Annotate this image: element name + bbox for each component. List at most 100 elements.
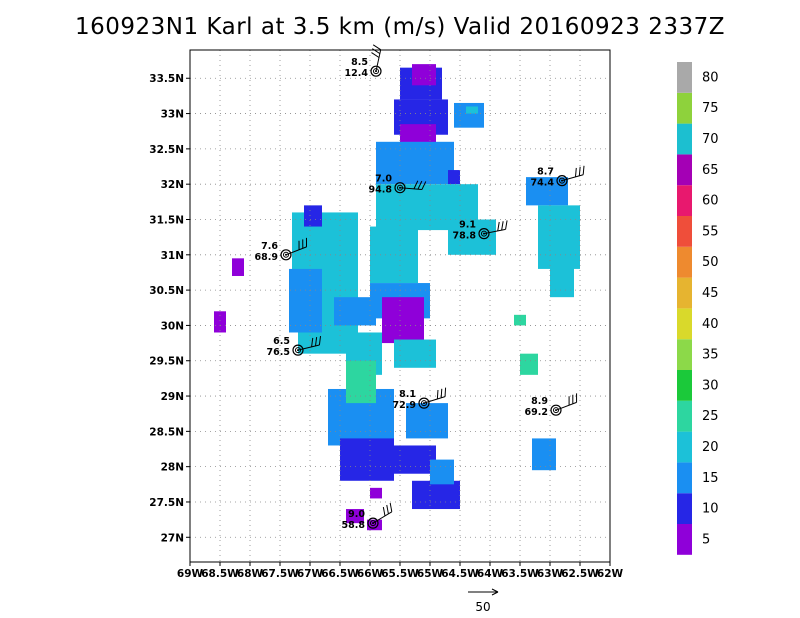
observation-dir-label: 74.4 bbox=[531, 178, 555, 189]
colorbar-label: 60 bbox=[702, 194, 719, 209]
y-tick-label: 32N bbox=[161, 179, 184, 191]
reference-arrow-head bbox=[491, 588, 499, 596]
x-tick-label: 69W bbox=[177, 568, 204, 580]
x-tick-label: 67W bbox=[297, 568, 324, 580]
colorbar: 5 10 15 20 25 30 35 40 45 50 55 60 65 70 75 80 bbox=[677, 62, 719, 555]
observation-dir-label: 78.8 bbox=[453, 231, 477, 242]
swath-patch bbox=[430, 459, 454, 485]
wind-barb-feather bbox=[574, 167, 577, 177]
observation-dir-label: 12.4 bbox=[345, 68, 369, 79]
observation-dir-label: 76.5 bbox=[267, 347, 290, 358]
swath-patch bbox=[289, 268, 322, 333]
swath-patch bbox=[340, 438, 394, 481]
station-ring-inner bbox=[295, 347, 301, 354]
colorbar-swatch bbox=[677, 62, 692, 93]
observation-dir-label: 58.8 bbox=[342, 520, 366, 531]
station-ring-inner bbox=[283, 251, 289, 258]
observation-marker: 7.094.8 bbox=[369, 174, 427, 196]
colorbar-label: 15 bbox=[702, 471, 719, 486]
swath-patch bbox=[232, 258, 244, 276]
wind-barb-feather bbox=[315, 336, 318, 346]
colorbar-label: 70 bbox=[702, 132, 719, 147]
colorbar-label: 50 bbox=[702, 255, 719, 270]
wind-barb-feather bbox=[436, 389, 439, 400]
observation-speed-label: 6.5 bbox=[273, 336, 290, 347]
station-ring bbox=[367, 517, 379, 529]
wind-barb-feather bbox=[497, 221, 500, 231]
colorbar-label: 30 bbox=[702, 378, 719, 393]
station-ring bbox=[370, 65, 382, 77]
observation-marker: 8.969.2 bbox=[525, 393, 578, 418]
colorbar-label: 25 bbox=[702, 409, 719, 424]
wind-barb-shaft bbox=[372, 511, 393, 524]
colorbar-label: 40 bbox=[702, 317, 719, 332]
wind-barb-feather bbox=[578, 166, 581, 176]
colorbar-swatch bbox=[677, 185, 692, 216]
colorbar-swatch bbox=[677, 462, 692, 494]
colorbar-swatch bbox=[677, 246, 692, 278]
y-tick-label: 33.5N bbox=[149, 73, 184, 85]
station-ring bbox=[292, 344, 304, 356]
observation-marker: 9.058.8 bbox=[342, 502, 393, 531]
station-ring bbox=[556, 175, 568, 187]
colorbar-swatch bbox=[677, 431, 692, 463]
x-axis: 69W68.5W68W67.5W67W66.5W66W65.5W65W64.5W… bbox=[177, 562, 624, 580]
wind-barb-feather bbox=[417, 180, 423, 190]
swath-patch bbox=[400, 124, 436, 146]
observation-speed-label: 7.6 bbox=[261, 241, 278, 252]
y-tick-label: 29.5N bbox=[149, 356, 184, 368]
colorbar-label: 55 bbox=[702, 224, 719, 239]
observation-marker: 8.512.4 bbox=[345, 44, 382, 79]
observation-speed-label: 8.1 bbox=[399, 389, 416, 400]
y-tick-label: 29N bbox=[161, 391, 184, 403]
reference-vector-label: 50 bbox=[475, 600, 490, 614]
observation-speed-label: 7.0 bbox=[375, 174, 392, 185]
colorbar-swatch bbox=[677, 308, 692, 340]
colorbar-swatch bbox=[677, 92, 692, 124]
wind-barb-feather bbox=[311, 337, 314, 347]
wind-barb-feather bbox=[505, 220, 508, 230]
colorbar-swatch bbox=[677, 400, 692, 432]
y-tick-label: 28.5N bbox=[149, 426, 184, 438]
x-tick-label: 64.5W bbox=[441, 568, 479, 580]
observation-marker: 8.774.4 bbox=[531, 165, 585, 189]
y-tick-label: 30.5N bbox=[149, 285, 184, 297]
observation-marker: 8.172.9 bbox=[393, 387, 447, 411]
swath-patch bbox=[346, 509, 364, 524]
x-tick-label: 62W bbox=[597, 568, 624, 580]
colorbar-swatch bbox=[677, 524, 692, 555]
wind-barb-feather bbox=[371, 52, 380, 58]
colorbar-swatch bbox=[677, 277, 692, 309]
reference-vector: 50 bbox=[468, 588, 499, 614]
swath-patch bbox=[448, 170, 460, 185]
colorbar-swatch bbox=[677, 123, 692, 155]
swath-patch bbox=[550, 261, 574, 298]
station-ring-inner bbox=[559, 177, 565, 184]
colorbar-label: 75 bbox=[702, 101, 719, 116]
swath-patch bbox=[532, 438, 556, 471]
wind-barb-feather bbox=[372, 48, 381, 55]
swath-patch bbox=[346, 360, 376, 404]
swath-patch bbox=[520, 353, 538, 375]
observation-speed-label: 8.7 bbox=[537, 167, 554, 178]
swath-patch bbox=[466, 106, 478, 114]
x-tick-label: 66W bbox=[357, 568, 384, 580]
observation-layer: 8.512.4 7.094.8 8.774.4 9.178.8 7.668.9 6.576… bbox=[255, 44, 585, 531]
observation-dir-label: 94.8 bbox=[369, 185, 393, 196]
station-ring bbox=[418, 397, 430, 409]
colorbar-label: 20 bbox=[702, 440, 719, 455]
wind-barb-feather bbox=[582, 165, 585, 175]
x-tick-label: 65W bbox=[417, 568, 444, 580]
colorbar-swatch bbox=[677, 339, 692, 370]
colorbar-label: 35 bbox=[702, 348, 719, 363]
wind-barb-feather bbox=[501, 221, 504, 231]
observation-speed-label: 9.0 bbox=[348, 509, 365, 520]
colorbar-label: 80 bbox=[702, 70, 719, 85]
colorbar-label: 10 bbox=[702, 502, 719, 517]
wind-barb-feather bbox=[318, 336, 322, 346]
station-ring-inner bbox=[553, 407, 559, 414]
observation-dir-label: 72.9 bbox=[393, 400, 416, 411]
station-ring-inner bbox=[373, 68, 379, 75]
swath-patch bbox=[388, 445, 436, 474]
